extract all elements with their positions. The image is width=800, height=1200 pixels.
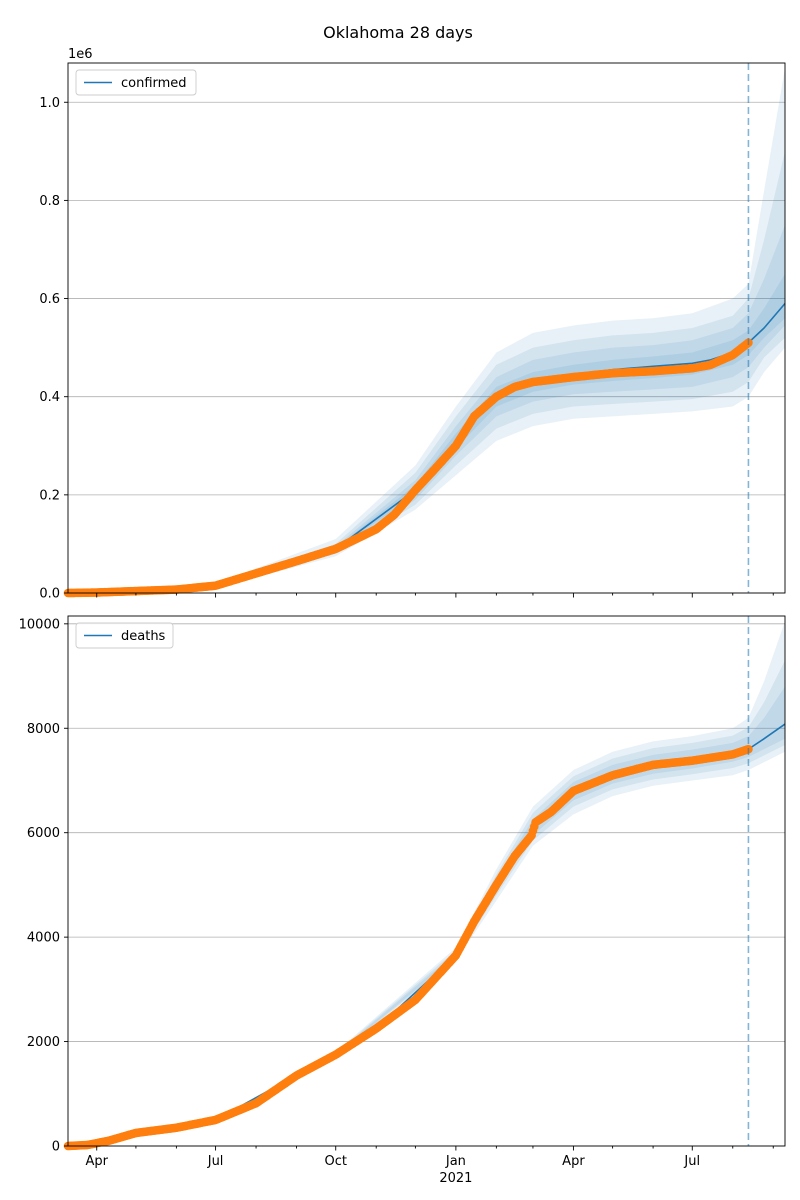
deaths-legend: deaths bbox=[75, 622, 174, 649]
confirmed-ytick-label-1: 0.2 bbox=[39, 488, 60, 503]
deaths-ytick-label-2: 4000 bbox=[27, 931, 60, 946]
confirmed-ytick-label-4: 0.8 bbox=[39, 194, 60, 209]
deaths-xtick-label-4: Apr bbox=[562, 1154, 585, 1169]
confirmed-observed-points bbox=[63, 338, 753, 598]
deaths-xtick-label-1: Jul bbox=[207, 1154, 224, 1169]
confirmed-ytick-label-5: 1.0 bbox=[39, 96, 60, 111]
deaths-xtick-year-label: 2021 bbox=[439, 1171, 472, 1186]
deaths-observed-points bbox=[63, 744, 753, 1151]
confirmed-legend-label: confirmed bbox=[121, 76, 187, 91]
confirmed-ytick-label-0: 0.0 bbox=[39, 587, 60, 602]
deaths-ytick-label-0: 0 bbox=[52, 1140, 60, 1155]
figure-title: Oklahoma 28 days bbox=[323, 23, 473, 42]
deaths-ytick-label-4: 8000 bbox=[27, 722, 60, 737]
confirmed-uncertainty-band-0 bbox=[68, 67, 785, 593]
confirmed-ytick-label-2: 0.4 bbox=[39, 390, 60, 405]
deaths-ytick-label-3: 6000 bbox=[27, 826, 60, 841]
deaths-axes-frame bbox=[67, 615, 786, 1147]
confirmed-y-scale-label: 1e6 bbox=[68, 47, 93, 62]
confirmed-legend-box bbox=[75, 69, 197, 96]
deaths-xtick-label-0: Apr bbox=[85, 1154, 108, 1169]
deaths-ytick-label-5: 10000 bbox=[19, 617, 60, 632]
deaths-xtick-label-5: Jul bbox=[683, 1154, 700, 1169]
deaths-legend-box bbox=[75, 622, 174, 649]
deaths-ytick-label-1: 2000 bbox=[27, 1035, 60, 1050]
deaths-xtick-label-3: Jan bbox=[445, 1154, 466, 1169]
confirmed-ytick-label-3: 0.6 bbox=[39, 292, 60, 307]
deaths-legend-label: deaths bbox=[121, 629, 166, 644]
confirmed-legend: confirmed bbox=[75, 69, 197, 96]
confirmed-panel: 0.0 0.2 0.4 0.6 0.8 1.0 1e6 confirmed bbox=[39, 47, 786, 602]
confirmed-axes-frame bbox=[67, 62, 786, 594]
deaths-xtick-label-2: Oct bbox=[324, 1154, 346, 1169]
deaths-panel: 0 2000 4000 6000 8000 10000 Apr Jul Oct Jan Apr Jul… bbox=[19, 615, 786, 1186]
